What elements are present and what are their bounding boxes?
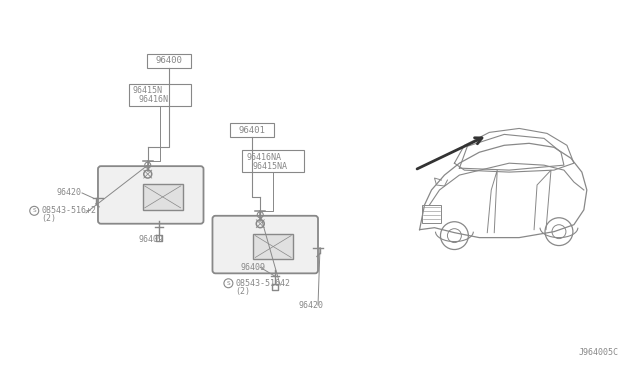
Bar xyxy=(422,205,442,223)
Text: J964005C: J964005C xyxy=(579,348,619,357)
FancyBboxPatch shape xyxy=(212,216,318,273)
Text: 96409: 96409 xyxy=(241,263,266,272)
FancyBboxPatch shape xyxy=(98,166,204,224)
Text: 96415NA: 96415NA xyxy=(252,162,287,171)
Text: 96415N: 96415N xyxy=(133,86,163,95)
Text: 96420: 96420 xyxy=(298,301,323,310)
Text: (2): (2) xyxy=(41,214,56,223)
Bar xyxy=(129,84,191,106)
Bar xyxy=(147,54,191,68)
Text: 96416NA: 96416NA xyxy=(246,153,282,162)
Bar xyxy=(143,184,182,210)
Text: 96400: 96400 xyxy=(156,57,182,65)
Text: 96409: 96409 xyxy=(139,235,164,244)
Text: (2): (2) xyxy=(236,287,250,296)
Text: 08543-516+2: 08543-516+2 xyxy=(41,206,96,215)
Text: S: S xyxy=(33,208,36,213)
Text: S: S xyxy=(227,281,230,286)
Text: 08543-51642: 08543-51642 xyxy=(236,279,291,288)
Text: 96401: 96401 xyxy=(239,126,266,135)
Bar xyxy=(230,124,274,137)
Text: 96416N: 96416N xyxy=(139,95,169,104)
Bar xyxy=(243,150,304,172)
Bar xyxy=(253,234,293,259)
Text: 96420: 96420 xyxy=(56,189,81,198)
